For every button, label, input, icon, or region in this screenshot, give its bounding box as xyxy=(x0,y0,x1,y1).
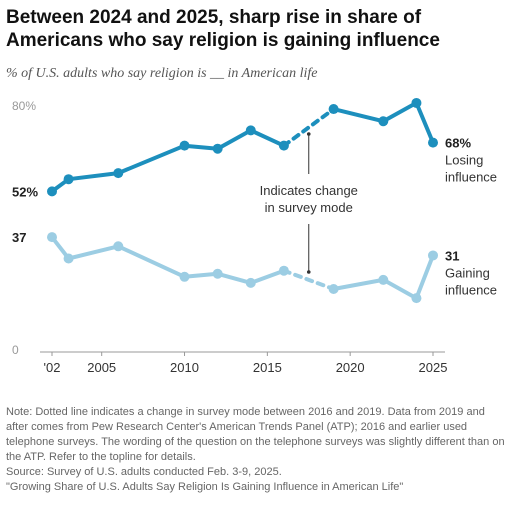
series-line-dashed xyxy=(281,107,336,148)
data-point xyxy=(212,268,223,279)
data-point xyxy=(245,277,256,288)
series-line-solid xyxy=(50,235,286,285)
data-point xyxy=(428,137,438,148)
x-tick-label: 2020 xyxy=(336,360,365,375)
data-point xyxy=(328,104,339,115)
y-tick-label: 0 xyxy=(12,343,19,357)
x-tick-label: 2010 xyxy=(170,360,199,375)
annotation-text: Indicates change xyxy=(260,183,358,198)
chart-subtitle: % of U.S. adults who say religion is __ … xyxy=(6,66,318,81)
data-point xyxy=(179,271,190,282)
series-line-solid xyxy=(331,253,435,301)
annotation-dot xyxy=(306,270,311,274)
data-point xyxy=(278,140,289,151)
data-point xyxy=(63,174,74,185)
data-point xyxy=(47,232,57,243)
data-point xyxy=(411,293,422,304)
series-line-solid xyxy=(331,100,435,145)
series-name-label: Gaining xyxy=(445,265,490,280)
note-text: Note: Dotted line indicates a change in … xyxy=(6,406,505,463)
chart-notes: Note: Dotted line indicates a change in … xyxy=(6,405,506,495)
x-tick-label: 2025 xyxy=(419,360,448,375)
data-point xyxy=(212,143,223,154)
x-tick-label: 2005 xyxy=(87,360,116,375)
data-point xyxy=(328,284,339,294)
series-start-label: 37 xyxy=(12,230,26,245)
line-chart: 80% 0 '02 2005 2010 2015 2020 2025 Indicates cha… xyxy=(12,97,497,375)
data-point xyxy=(278,265,289,276)
data-point xyxy=(113,241,124,252)
data-point xyxy=(47,186,57,197)
data-point xyxy=(63,253,74,264)
series-name-label: Losing xyxy=(445,153,483,168)
data-point xyxy=(179,140,190,151)
series-line-dashed xyxy=(281,268,336,291)
chart-title: Between 2024 and 2025, sharp rise in sha… xyxy=(6,7,440,51)
x-tick-label: 2015 xyxy=(253,360,282,375)
data-point xyxy=(113,168,124,179)
y-tick-label: 80% xyxy=(12,99,36,113)
source-text: Source: Survey of U.S. adults conducted … xyxy=(6,466,282,478)
series-line-solid xyxy=(50,128,286,194)
series-end-label: 68% xyxy=(445,136,471,151)
report-title-text: "Growing Share of U.S. Adults Say Religi… xyxy=(6,481,404,493)
x-tick-label: '02 xyxy=(44,360,61,375)
data-point xyxy=(378,274,389,285)
annotation-dot xyxy=(306,132,311,136)
data-point xyxy=(428,250,438,261)
series-name-label: influence xyxy=(445,282,497,297)
data-point xyxy=(411,97,422,108)
series-name-label: influence xyxy=(445,170,497,185)
series-start-label: 52% xyxy=(12,184,38,199)
series-end-label: 31 xyxy=(445,248,459,263)
data-point xyxy=(378,116,389,127)
data-point xyxy=(245,125,256,136)
annotation-text: in survey mode xyxy=(265,200,353,215)
